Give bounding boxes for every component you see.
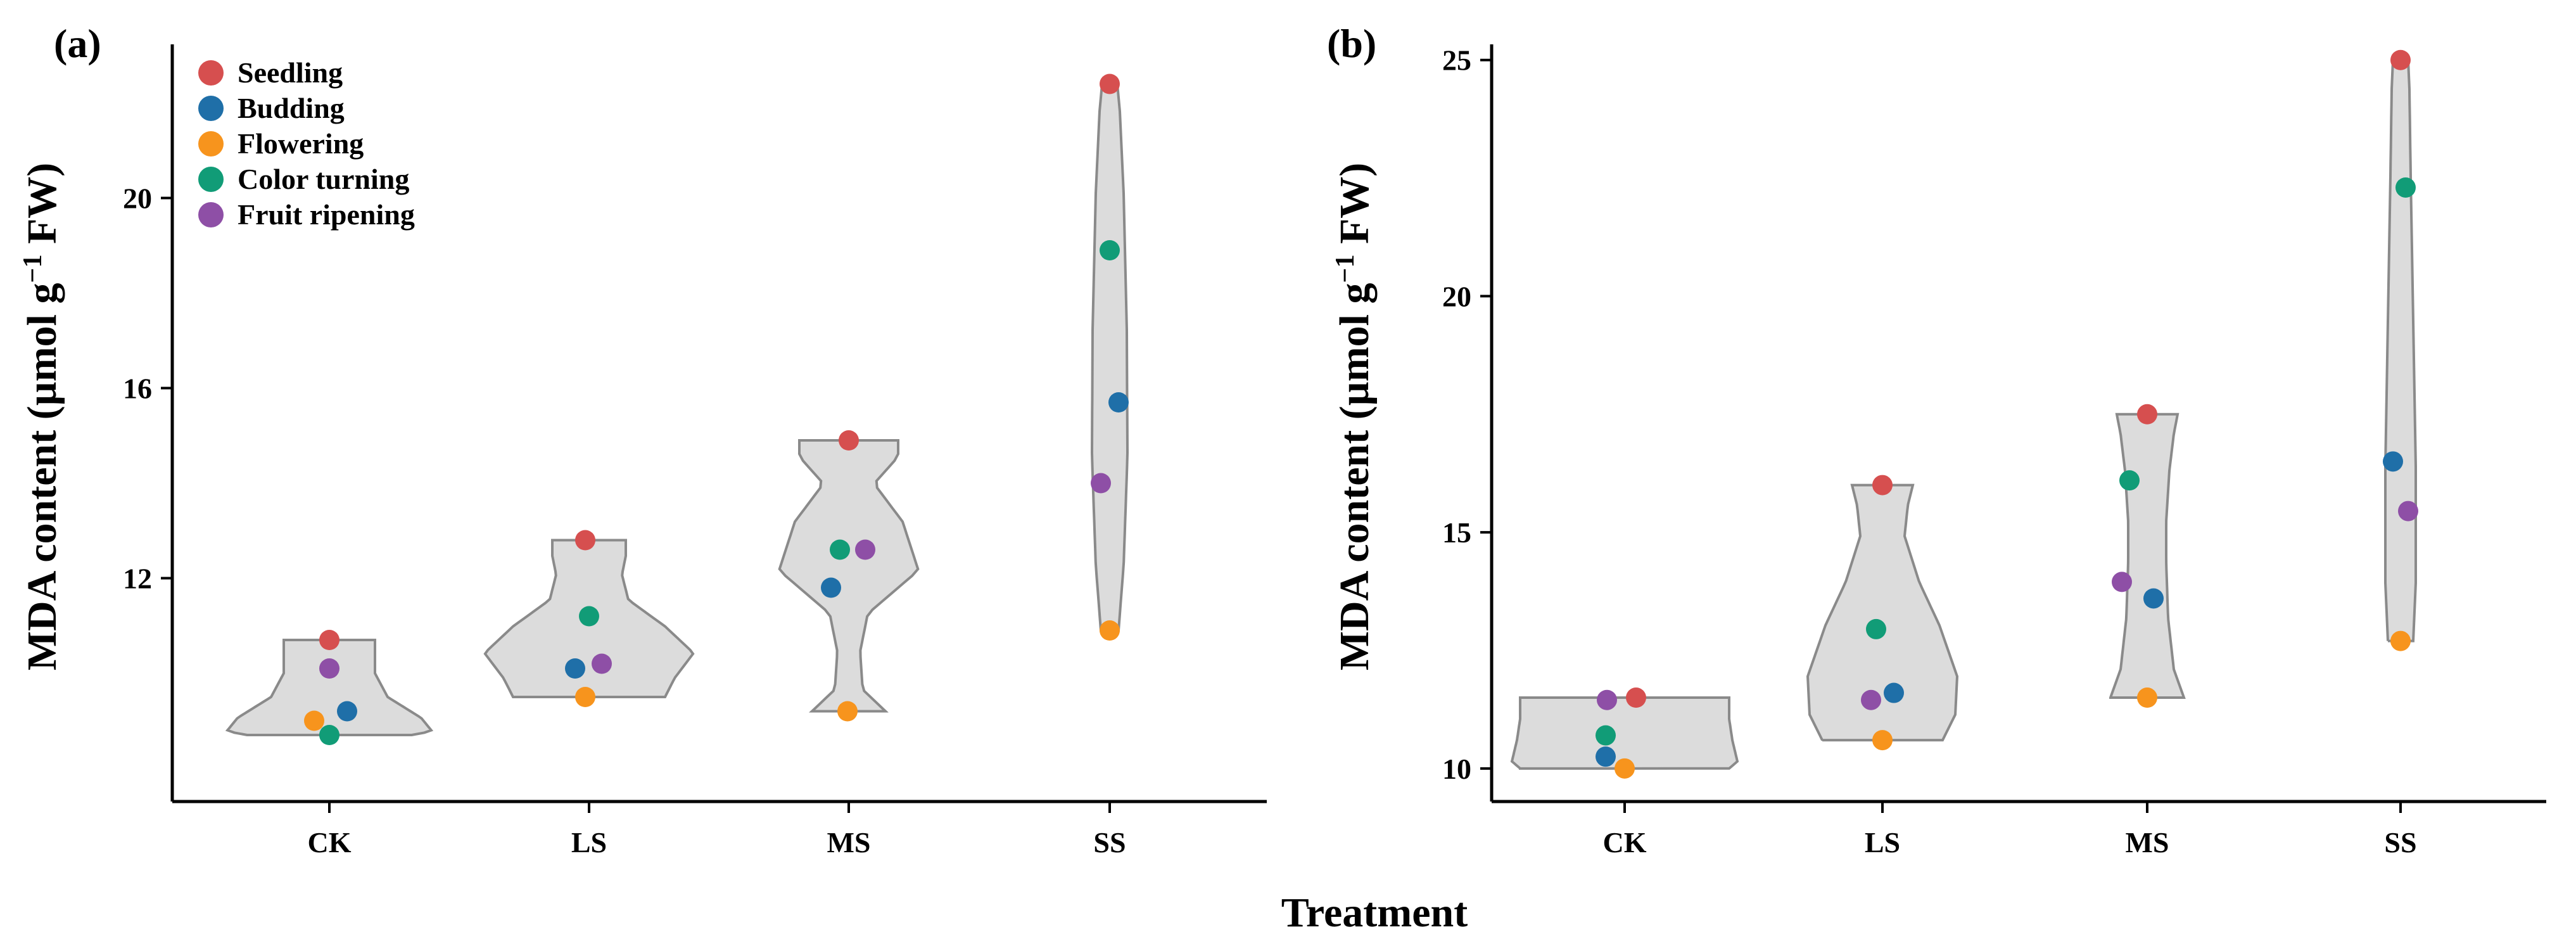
legend-label: Budding — [238, 92, 345, 124]
violin-ck — [225, 639, 434, 736]
y-tick-label: 20 — [1442, 280, 1471, 312]
y-axis-title-superscript: −1 — [18, 255, 48, 283]
legend-marker — [198, 96, 224, 121]
x-tick-label: CK — [308, 826, 352, 859]
data-point-budding-ms — [821, 577, 841, 598]
y-tick-label: 25 — [1442, 44, 1471, 77]
legend-marker — [198, 60, 224, 86]
x-tick-label: SS — [1093, 826, 1126, 859]
violin-ss — [2384, 58, 2417, 642]
data-point-budding-ms — [2143, 588, 2164, 609]
data-point-color-turning-ck — [1596, 725, 1616, 746]
data-point-seedling-ck — [1626, 687, 1646, 708]
y-axis-title: MDA content (µmol g−1 FW) — [1331, 163, 1378, 671]
data-point-flowering-ls — [575, 687, 595, 707]
data-point-budding-ss — [2383, 451, 2403, 472]
data-point-fruit-ripening-ms — [2112, 572, 2132, 592]
data-point-budding-ck — [337, 701, 357, 722]
y-axis-title-unit: FW) — [1331, 163, 1378, 255]
y-tick-label: 16 — [123, 373, 152, 405]
violin-ms — [778, 439, 920, 713]
data-point-fruit-ripening-ms — [855, 539, 875, 560]
y-axis-title-main: MDA content (µmol g — [1331, 283, 1378, 670]
data-point-seedling-ls — [1872, 475, 1893, 495]
data-point-budding-ls — [565, 658, 585, 679]
data-point-seedling-ms — [2137, 404, 2157, 425]
y-tick-label: 12 — [123, 563, 152, 595]
data-point-fruit-ripening-ck — [1597, 689, 1617, 710]
panel-b: 10 15 20 25 CK LS MS SS (b) MDA content (µmol g−1… — [1327, 21, 2546, 859]
panel-label: (a) — [54, 21, 101, 66]
y-tick-label: 10 — [1442, 753, 1471, 785]
violin-ck — [1510, 696, 1739, 770]
x-axis-title: Treatment — [1281, 890, 1468, 936]
y-tick-label: 20 — [123, 182, 152, 215]
data-point-seedling-ss — [1100, 74, 1120, 94]
legend-label: Flowering — [238, 127, 364, 160]
data-point-color-turning-ms — [830, 539, 850, 560]
violin-ms — [2109, 412, 2186, 700]
legend-marker — [198, 202, 224, 227]
data-point-flowering-ls — [1872, 730, 1893, 751]
data-point-flowering-ms — [837, 701, 858, 722]
data-point-seedling-ms — [839, 430, 859, 451]
violin-ss — [1090, 82, 1129, 632]
y-axis-title-main: MDA content (µmol g — [19, 283, 65, 670]
data-point-flowering-ck — [304, 710, 324, 731]
panel-a: 12 16 20 CK LS MS SS (a) MDA content (µmol g−1 F… — [18, 21, 1267, 859]
x-tick-label: LS — [1865, 826, 1900, 859]
data-point-budding-ss — [1108, 392, 1129, 412]
x-tick-label: MS — [2126, 826, 2169, 859]
data-point-seedling-ck — [319, 630, 339, 650]
x-tick-label: MS — [827, 826, 871, 859]
data-point-seedling-ss — [2390, 49, 2411, 70]
data-point-fruit-ripening-ck — [319, 658, 339, 679]
x-tick-label: SS — [2384, 826, 2416, 859]
data-point-color-turning-ms — [2119, 470, 2140, 491]
data-point-fruit-ripening-ss — [2398, 501, 2418, 521]
data-point-fruit-ripening-ls — [592, 653, 612, 674]
legend-label: Fruit ripening — [238, 198, 415, 231]
data-point-flowering-ms — [2137, 687, 2157, 708]
data-point-fruit-ripening-ss — [1091, 473, 1111, 494]
data-point-fruit-ripening-ls — [1861, 689, 1881, 710]
data-point-color-turning-ss — [2395, 177, 2416, 198]
y-axis-title-superscript: −1 — [1331, 255, 1360, 283]
legend-marker — [198, 131, 224, 157]
legend-label: Color turning — [238, 163, 409, 195]
x-tick-label: CK — [1603, 826, 1647, 859]
data-point-color-turning-ls — [579, 606, 599, 627]
data-point-seedling-ls — [575, 530, 595, 551]
data-point-flowering-ck — [1615, 758, 1635, 779]
legend-label: Seedling — [238, 56, 343, 89]
data-point-flowering-ss — [1100, 620, 1120, 641]
violin-ls — [1806, 483, 1959, 742]
data-point-budding-ls — [1884, 682, 1904, 703]
data-point-color-turning-ls — [1866, 618, 1886, 639]
data-point-budding-ck — [1596, 746, 1616, 767]
data-point-color-turning-ck — [319, 725, 339, 745]
y-axis-title-unit: FW) — [19, 163, 65, 255]
legend-marker — [198, 167, 224, 192]
x-tick-label: LS — [571, 826, 607, 859]
y-tick-label: 15 — [1442, 516, 1471, 549]
data-point-color-turning-ss — [1100, 240, 1120, 260]
data-point-flowering-ss — [2390, 630, 2411, 651]
y-axis-title: MDA content (µmol g−1 FW) — [18, 163, 65, 671]
panel-label: (b) — [1327, 21, 1376, 66]
